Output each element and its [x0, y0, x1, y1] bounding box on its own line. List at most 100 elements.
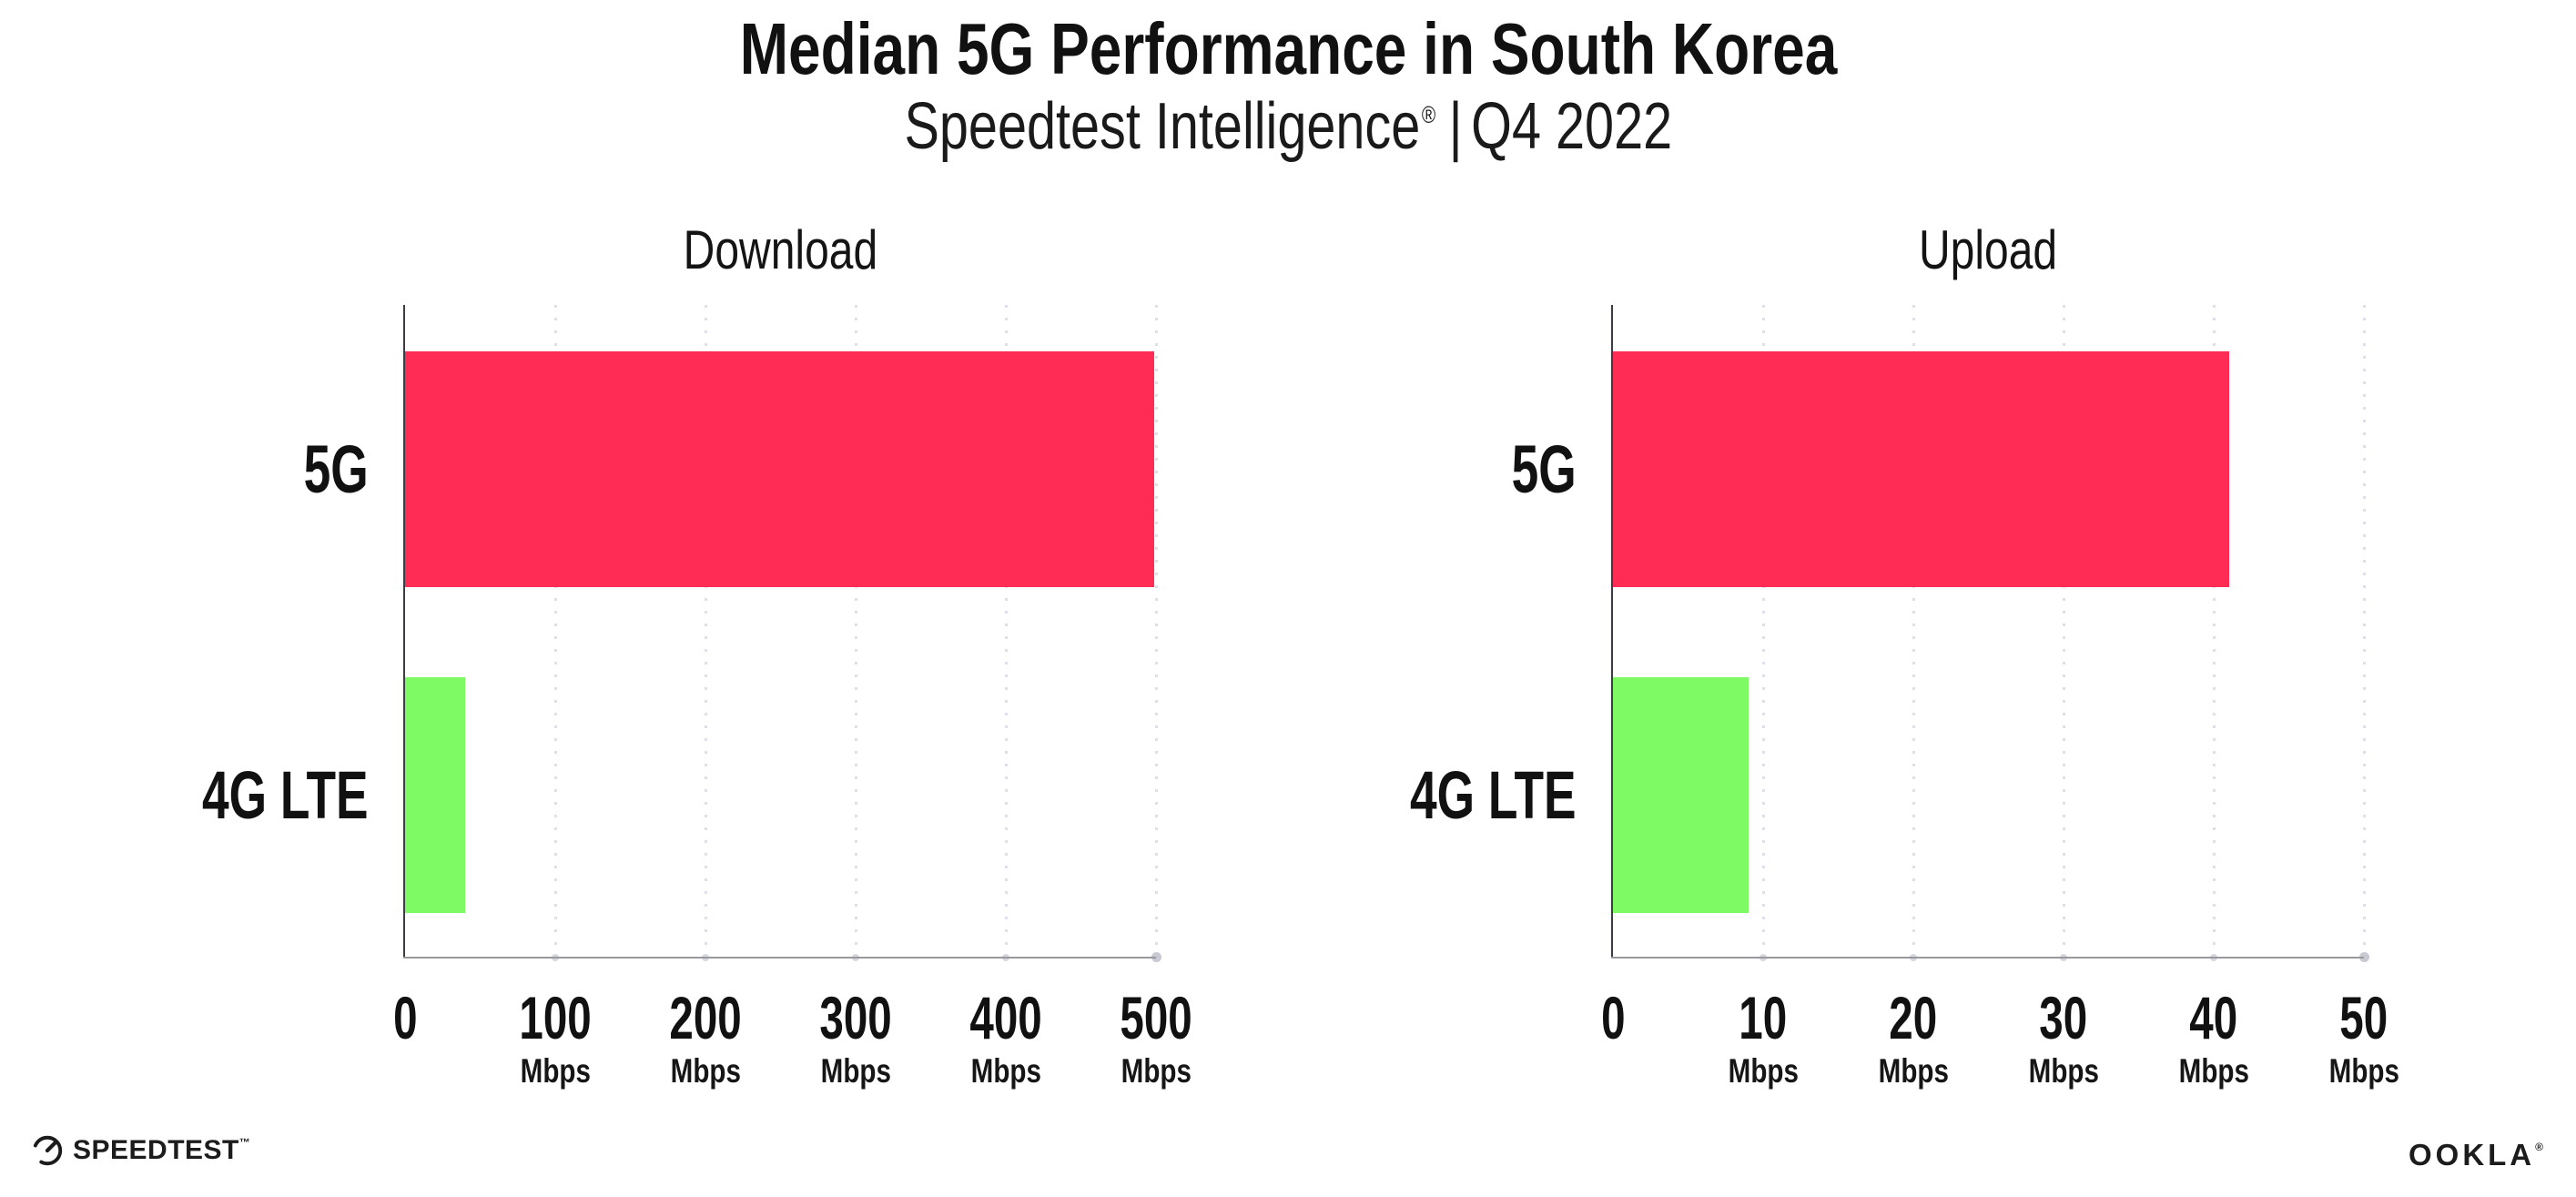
x-tick-200: 200 Mbps — [596, 988, 815, 1088]
gridline-200 — [704, 305, 707, 957]
x-tick-label-text: 100 — [519, 984, 592, 1051]
upload-chart-panel: Upload 5G 4G LTE 0 10 Mbps 20 Mbps 30 Mbps 40 Mbps 5… — [1410, 223, 2399, 1089]
x-tick-label-text: 300 — [819, 984, 892, 1051]
speedtest-trademark: ™ — [238, 1136, 251, 1149]
x-tick-unit-label: Mbps — [2104, 1054, 2323, 1088]
x-tick-400: 400 Mbps — [897, 988, 1115, 1088]
chart-title-upload: Upload — [1613, 223, 2364, 278]
registered-mark: ® — [1421, 101, 1435, 128]
gridline-30 — [2062, 305, 2065, 957]
x-tick-label-text: 10 — [1739, 984, 1788, 1051]
x-tick-0: 0 — [1504, 988, 1722, 1048]
gridline-300 — [854, 305, 857, 957]
download-chart-panel: Download 5G 4G LTE 0 100 Mbps 200 Mbps 300 Mbps 40… — [202, 223, 1192, 1089]
ookla-logo: OOKLA® — [2409, 1138, 2543, 1172]
chart-title-text: Upload — [1919, 219, 2058, 280]
speedtest-wordmark-text: SPEEDTEST — [73, 1135, 239, 1165]
x-tick-label: 400 — [897, 988, 1115, 1048]
x-tick-40: 40 Mbps — [2104, 988, 2323, 1088]
category-label-4g-lte: 4G LTE — [59, 677, 369, 913]
x-tick-10: 10 Mbps — [1654, 988, 1872, 1088]
gridline-40 — [2212, 305, 2216, 957]
category-label-text: 4G LTE — [1410, 756, 1577, 833]
x-tick-unit-label: Mbps — [1047, 1054, 1265, 1088]
x-tick-label-text: 0 — [392, 984, 418, 1051]
bar-5g — [1613, 351, 2229, 587]
x-tick-label-text: 500 — [1120, 984, 1192, 1051]
x-tick-20: 20 Mbps — [1804, 988, 2023, 1088]
x-tick-unit-text: Mbps — [1878, 1052, 1949, 1090]
x-tick-0: 0 — [296, 988, 514, 1048]
subtitle-text: Speedtest Intelligence® | Q4 2022 — [904, 90, 1672, 163]
x-tick-label: 200 — [596, 988, 815, 1048]
page-title-text: Median 5G Performance in South Korea — [739, 8, 1837, 89]
ookla-wordmark: OOKLA® — [2409, 1138, 2543, 1172]
gridline-400 — [1004, 305, 1008, 957]
axis-tick-dot-500 — [1151, 952, 1161, 962]
x-tick-unit-label: Mbps — [1954, 1054, 2173, 1088]
x-tick-label: 0 — [296, 988, 514, 1048]
speedtest-wordmark: SPEEDTEST™ — [73, 1135, 250, 1166]
chart-title-text: Download — [683, 219, 878, 280]
x-tick-500: 500 Mbps — [1047, 988, 1265, 1088]
x-tick-unit-label: Mbps — [2255, 1054, 2473, 1088]
x-tick-50: 50 Mbps — [2255, 988, 2473, 1088]
x-tick-label: 20 — [1804, 988, 2023, 1048]
bar-4g-lte — [405, 677, 465, 913]
x-axis-line — [403, 957, 1156, 959]
ookla-wordmark-text: OOKLA — [2408, 1138, 2536, 1172]
gridline-50 — [2362, 305, 2366, 957]
x-tick-label-text: 50 — [2339, 984, 2388, 1051]
x-tick-unit-text: Mbps — [1728, 1052, 1799, 1090]
x-tick-unit-text: Mbps — [820, 1052, 891, 1090]
bar-5g — [405, 351, 1155, 587]
x-tick-unit-text: Mbps — [970, 1052, 1041, 1090]
bar-4g-lte — [1613, 677, 1749, 913]
x-tick-label: 100 — [446, 988, 664, 1048]
x-tick-30: 30 Mbps — [1954, 988, 2173, 1088]
category-label-text: 4G LTE — [202, 756, 369, 833]
x-tick-unit-label: Mbps — [897, 1054, 1115, 1088]
x-tick-label: 500 — [1047, 988, 1265, 1048]
x-tick-label-text: 20 — [1889, 984, 1938, 1051]
category-label-text: 5G — [303, 431, 369, 507]
x-tick-unit-text: Mbps — [520, 1052, 591, 1090]
x-tick-label-text: 40 — [2189, 984, 2238, 1051]
x-tick-unit-text: Mbps — [2178, 1052, 2249, 1090]
ookla-reg-mark: ® — [2535, 1141, 2543, 1153]
speedtest-gauge-icon — [32, 1135, 63, 1166]
x-tick-label: 0 — [1504, 988, 1722, 1048]
x-axis-line — [1611, 957, 2364, 959]
x-tick-unit-label: Mbps — [446, 1054, 664, 1088]
x-tick-label-text: 30 — [2039, 984, 2088, 1051]
x-tick-unit-text: Mbps — [2028, 1052, 2099, 1090]
category-label-5g: 5G — [1267, 351, 1577, 587]
x-tick-unit-label: Mbps — [596, 1054, 815, 1088]
x-tick-unit-label: Mbps — [746, 1054, 965, 1088]
y-axis-line — [403, 305, 405, 957]
subtitle-separator: | — [1448, 90, 1463, 163]
x-tick-label-text: 0 — [1600, 984, 1626, 1051]
x-tick-label: 300 — [746, 988, 965, 1048]
axis-tick-dot-50 — [2358, 952, 2369, 962]
x-tick-unit-text: Mbps — [1121, 1052, 1192, 1090]
category-label-5g: 5G — [59, 351, 369, 587]
gridline-10 — [1761, 305, 1765, 957]
gridline-20 — [1912, 305, 1915, 957]
x-tick-label: 40 — [2104, 988, 2323, 1048]
x-tick-label: 50 — [2255, 988, 2473, 1048]
subtitle-brand: Speedtest Intelligence — [904, 90, 1420, 163]
x-tick-100: 100 Mbps — [446, 988, 664, 1088]
category-label-4g-lte: 4G LTE — [1267, 677, 1577, 913]
x-tick-label: 30 — [1954, 988, 2173, 1048]
page-title: Median 5G Performance in South Korea — [0, 11, 2576, 87]
x-tick-label: 10 — [1654, 988, 1872, 1048]
gridline-500 — [1154, 305, 1158, 957]
speedtest-logo: SPEEDTEST™ — [31, 1134, 250, 1167]
category-label-text: 5G — [1511, 431, 1577, 507]
x-tick-unit-text: Mbps — [670, 1052, 741, 1090]
x-tick-unit-label: Mbps — [1654, 1054, 1872, 1088]
subtitle-period: Q4 2022 — [1470, 90, 1672, 163]
x-tick-label-text: 400 — [969, 984, 1042, 1051]
